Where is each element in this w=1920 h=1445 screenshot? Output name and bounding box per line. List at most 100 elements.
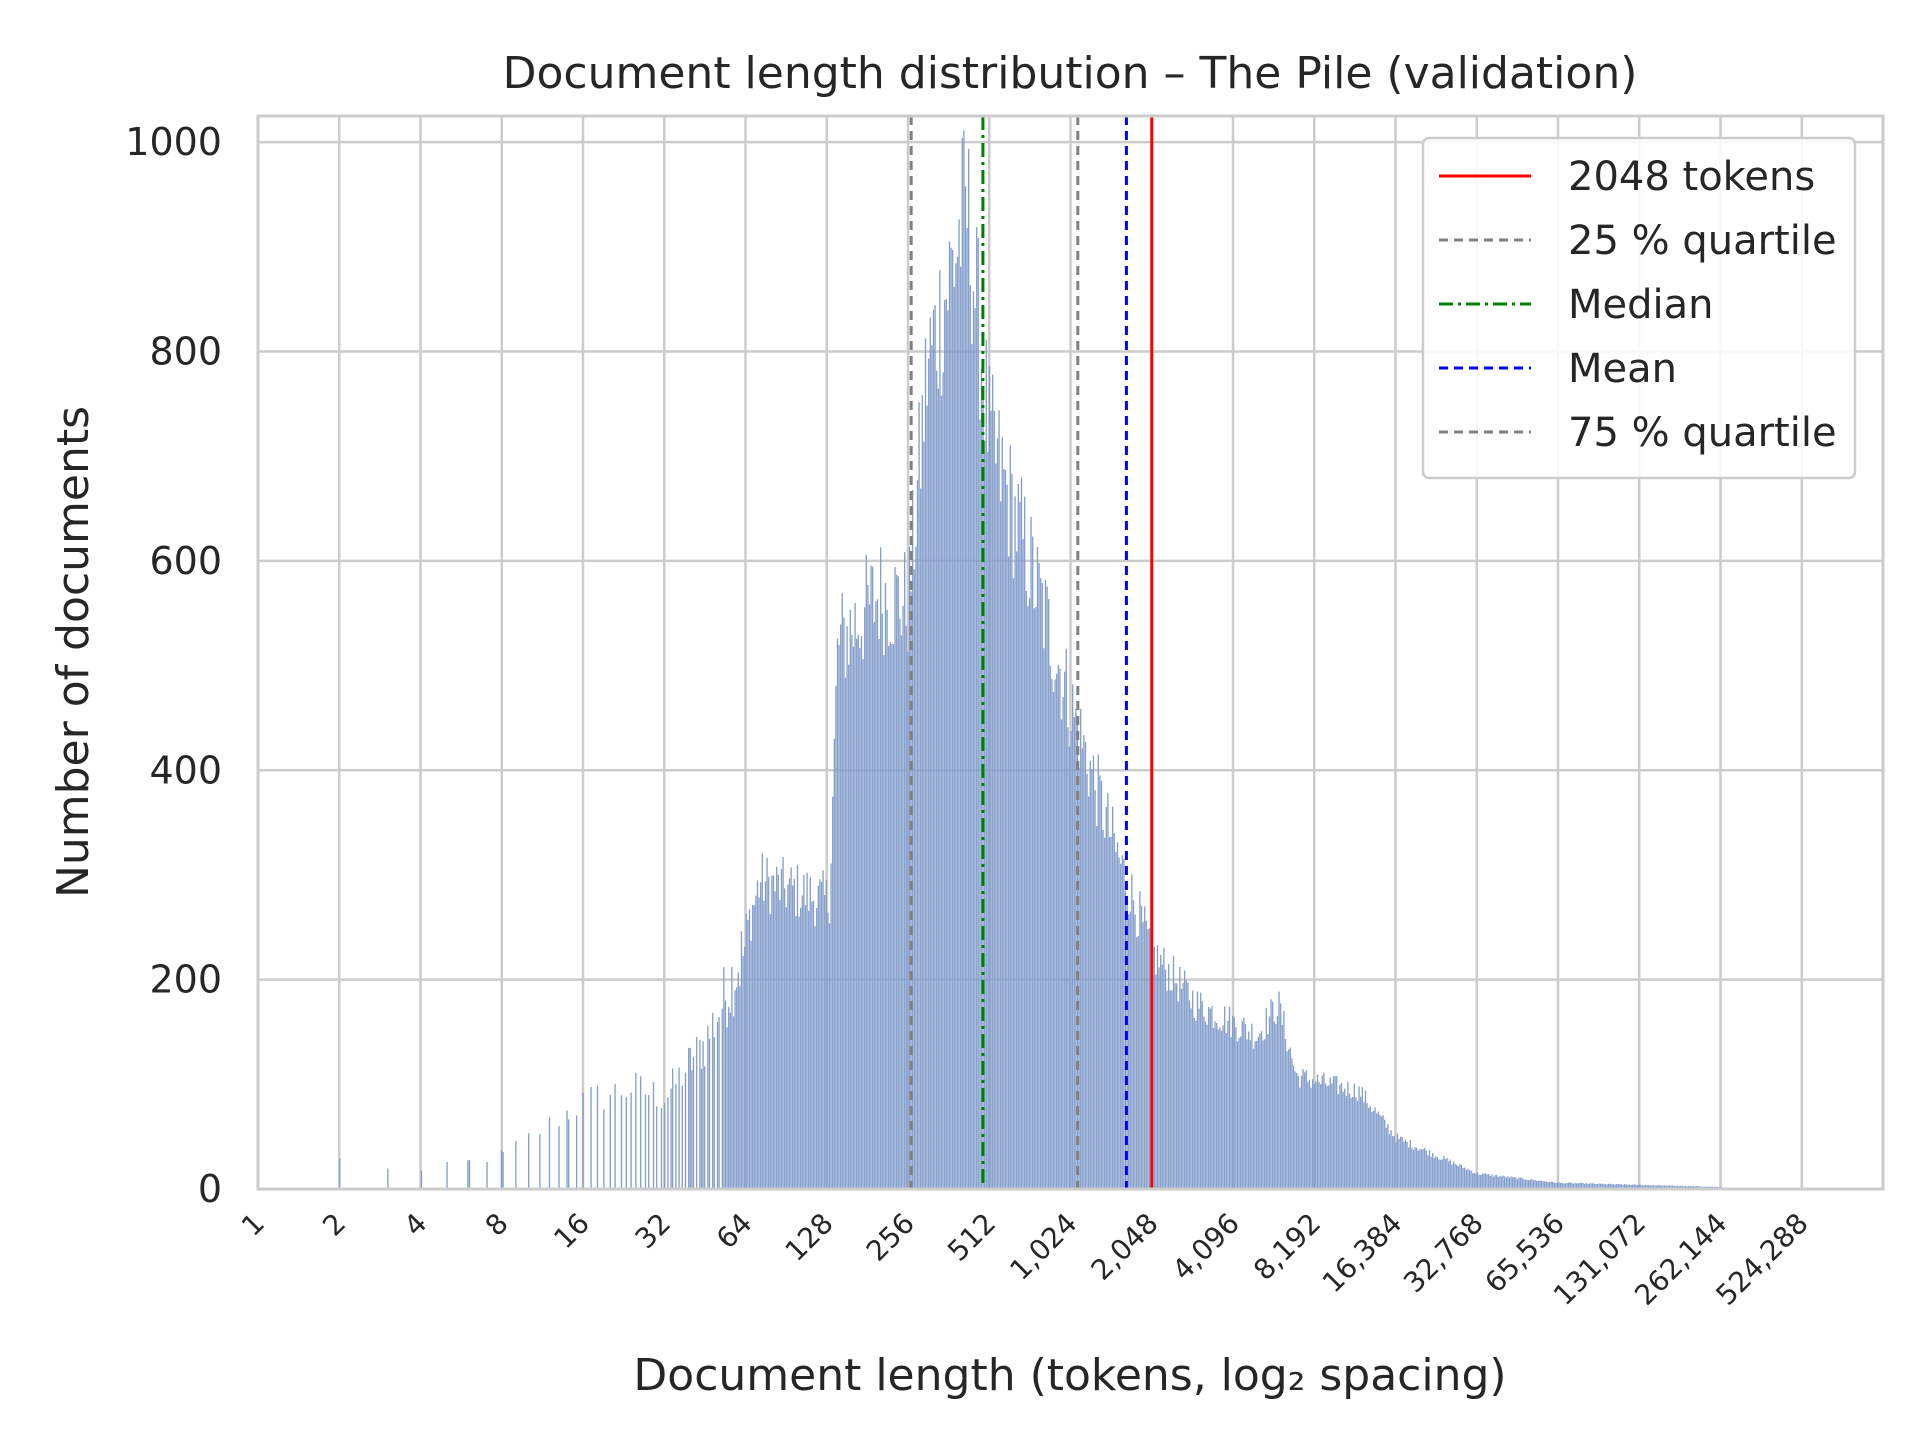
histogram-bar	[1230, 1037, 1232, 1189]
histogram-bar	[1427, 1155, 1429, 1189]
histogram-bar	[950, 247, 952, 1189]
histogram-bar	[971, 344, 973, 1189]
histogram-bar	[1227, 1020, 1229, 1189]
histogram-bar	[918, 402, 920, 1189]
histogram-bar	[1515, 1177, 1517, 1189]
reference-lines	[909, 116, 1154, 1189]
histogram-bar	[1062, 697, 1064, 1189]
histogram-bar	[1099, 775, 1101, 1189]
y-axis-ticks: 0 200 400 600 800 1000	[125, 120, 222, 1211]
histogram-bar	[860, 636, 863, 1189]
histogram-bar	[1278, 991, 1280, 1189]
histogram-bar	[728, 1006, 730, 1189]
histogram-bar	[798, 916, 800, 1189]
histogram-bar	[1648, 1185, 1650, 1189]
histogram-bar	[1200, 992, 1202, 1189]
histogram-bar	[1139, 891, 1141, 1189]
histogram-bar	[854, 602, 856, 1189]
histogram-bar	[1680, 1185, 1682, 1189]
histogram-bar	[833, 738, 835, 1189]
histogram-bar	[652, 1082, 655, 1189]
histogram-bar	[926, 405, 928, 1190]
histogram-bar	[1257, 1037, 1259, 1189]
histogram-bar	[716, 1021, 719, 1189]
histogram-bar	[936, 370, 938, 1190]
histogram-bar	[1617, 1183, 1619, 1189]
histogram-bar	[998, 410, 1000, 1189]
histogram-bar	[905, 625, 907, 1189]
histogram-bar	[1100, 780, 1103, 1189]
histogram-bar	[814, 926, 816, 1189]
histogram-bar	[1371, 1111, 1373, 1189]
histogram-bar	[1614, 1184, 1616, 1189]
histogram-bar	[1572, 1183, 1575, 1189]
histogram-bar	[1433, 1157, 1435, 1189]
histogram-bar	[1000, 501, 1002, 1189]
histogram-bar	[713, 1037, 715, 1189]
histogram-bar	[1219, 1027, 1221, 1189]
histogram-bar	[862, 659, 864, 1189]
histogram-bar	[1332, 1076, 1335, 1189]
histogram-bar	[1374, 1107, 1376, 1189]
histogram-bar	[1548, 1182, 1551, 1189]
histogram-bar	[1627, 1184, 1629, 1189]
histogram-bar	[500, 1150, 503, 1189]
histogram-bar	[1208, 1006, 1210, 1189]
y-tick-label: 200	[149, 958, 222, 1002]
histogram-bar	[1624, 1184, 1626, 1189]
histogram-bar	[1323, 1072, 1325, 1189]
histogram-bar	[1529, 1179, 1531, 1189]
histogram-bar	[886, 609, 888, 1189]
histogram-bar	[678, 1067, 680, 1189]
histogram-bar	[1270, 999, 1272, 1189]
histogram-bar	[1104, 837, 1106, 1189]
histogram-bar	[590, 1087, 592, 1189]
histogram-bar	[1403, 1141, 1405, 1189]
histogram-bar	[1464, 1167, 1466, 1189]
histogram-bar	[486, 1162, 488, 1189]
histogram-bar	[1492, 1176, 1495, 1189]
histogram-bar	[846, 626, 848, 1189]
histogram-bar	[1172, 955, 1175, 1189]
histogram-bar	[1462, 1168, 1464, 1189]
histogram-bar	[1222, 1025, 1224, 1189]
histogram-bar	[880, 547, 882, 1189]
histogram-bar	[1505, 1177, 1507, 1189]
histogram-bar	[1593, 1183, 1595, 1189]
legend-label: 2048 tokens	[1568, 154, 1815, 200]
histogram-bars	[339, 130, 1722, 1190]
histogram-bar	[1192, 990, 1194, 1189]
histogram-bar	[656, 1106, 658, 1189]
histogram-bar	[1304, 1072, 1306, 1189]
histogram-bar	[1497, 1176, 1499, 1189]
histogram-bar	[1137, 935, 1139, 1189]
histogram-bar	[1446, 1157, 1448, 1189]
histogram-bar	[566, 1110, 568, 1189]
histogram-bar	[771, 875, 773, 1189]
histogram-bar	[1185, 980, 1187, 1189]
histogram-bar	[1076, 720, 1079, 1189]
histogram-bar	[960, 266, 962, 1190]
histogram-bar	[792, 885, 794, 1189]
histogram-bar	[1516, 1179, 1519, 1189]
histogram-bar	[1494, 1175, 1496, 1189]
histogram-bar	[921, 395, 923, 1189]
histogram-bar	[1608, 1183, 1610, 1189]
histogram-bar	[446, 1162, 448, 1189]
histogram-bar	[804, 905, 807, 1189]
histogram-bar	[889, 642, 891, 1189]
histogram-bar	[1643, 1185, 1645, 1189]
histogram-bar	[1094, 790, 1096, 1189]
histogram-bar	[947, 310, 949, 1189]
histogram-bar	[1363, 1102, 1365, 1189]
histogram-bar	[891, 643, 893, 1189]
histogram-bar	[1366, 1103, 1368, 1189]
histogram-bar	[1416, 1147, 1418, 1189]
histogram-bar	[840, 624, 842, 1189]
histogram-bar	[972, 291, 975, 1189]
histogram-bar	[1673, 1185, 1675, 1189]
histogram-bar	[980, 369, 983, 1189]
histogram-bar	[1384, 1119, 1386, 1189]
histogram-bar	[729, 1012, 731, 1189]
histogram-bar	[1577, 1183, 1579, 1189]
